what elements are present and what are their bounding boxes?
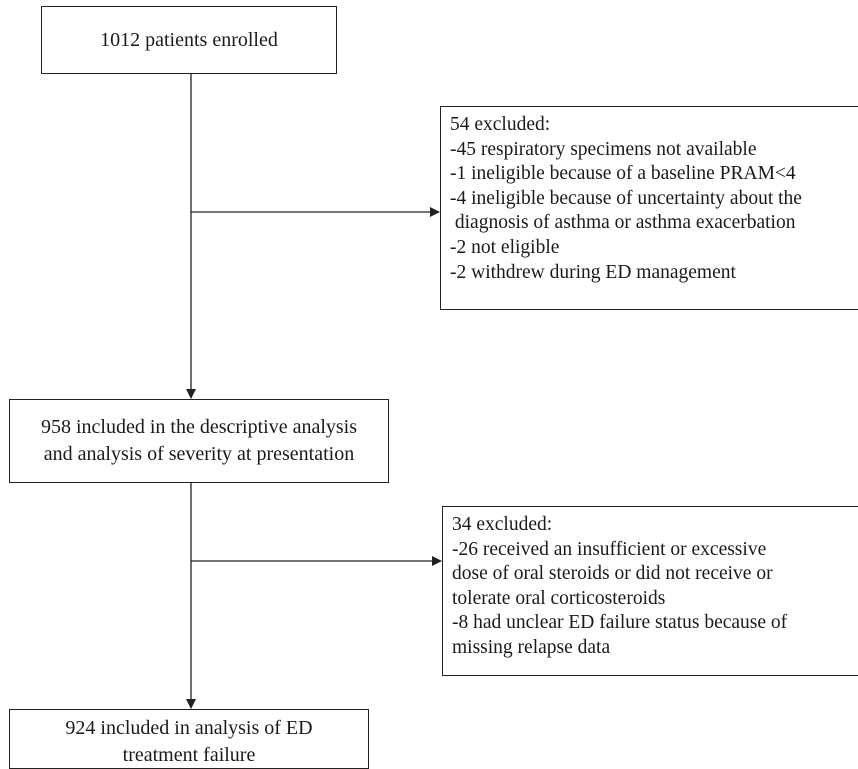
exclusion-first-item-continued: diagnosis of asthma or asthma exacerbati… (450, 212, 796, 234)
exclusion-second-header: 34 excluded: (452, 514, 553, 535)
exclusion-first-header: 54 excluded: (450, 114, 551, 135)
treatment-failure-text-line: 924 included in analysis of ED (65, 717, 313, 739)
exclusion-box-second: 34 excluded: -26 received an insufficien… (442, 506, 858, 676)
descriptive-analysis-box: 958 included in the descriptive analysis… (9, 399, 389, 483)
enrolled-text: 1012 patients enrolled (100, 28, 278, 51)
exclusion-second-item-continued: missing relapse data (452, 636, 611, 658)
exclusion-second-item: -8 had unclear ED failure status because… (452, 612, 788, 634)
exclusion-first-item: -2 withdrew during ED management (450, 261, 736, 283)
exclusion-first-item: -2 not eligible (450, 236, 560, 258)
exclusion-first-item: -4 ineligible because of uncertainty abo… (450, 187, 802, 209)
exclusion-second-item-continued: tolerate oral corticosteroids (452, 587, 666, 609)
descriptive-text-line: and analysis of severity at presentation (43, 443, 355, 465)
enrolled-box: 1012 patients enrolled (41, 6, 337, 74)
treatment-failure-box: 924 included in analysis of ED treatment… (9, 709, 369, 769)
exclusion-first-item: -45 respiratory specimens not available (450, 138, 757, 160)
exclusion-box-first: 54 excluded: -45 respiratory specimens n… (440, 106, 858, 310)
exclusion-first-item: -1 ineligible because of a baseline PRAM… (450, 163, 796, 185)
treatment-failure-text-line: treatment failure (122, 744, 256, 766)
exclusion-second-item-continued: dose of oral steroids or did not receive… (452, 563, 773, 585)
descriptive-text-line: 958 included in the descriptive analysis (40, 416, 358, 438)
exclusion-second-item: -26 received an insufficient or excessiv… (452, 538, 767, 560)
